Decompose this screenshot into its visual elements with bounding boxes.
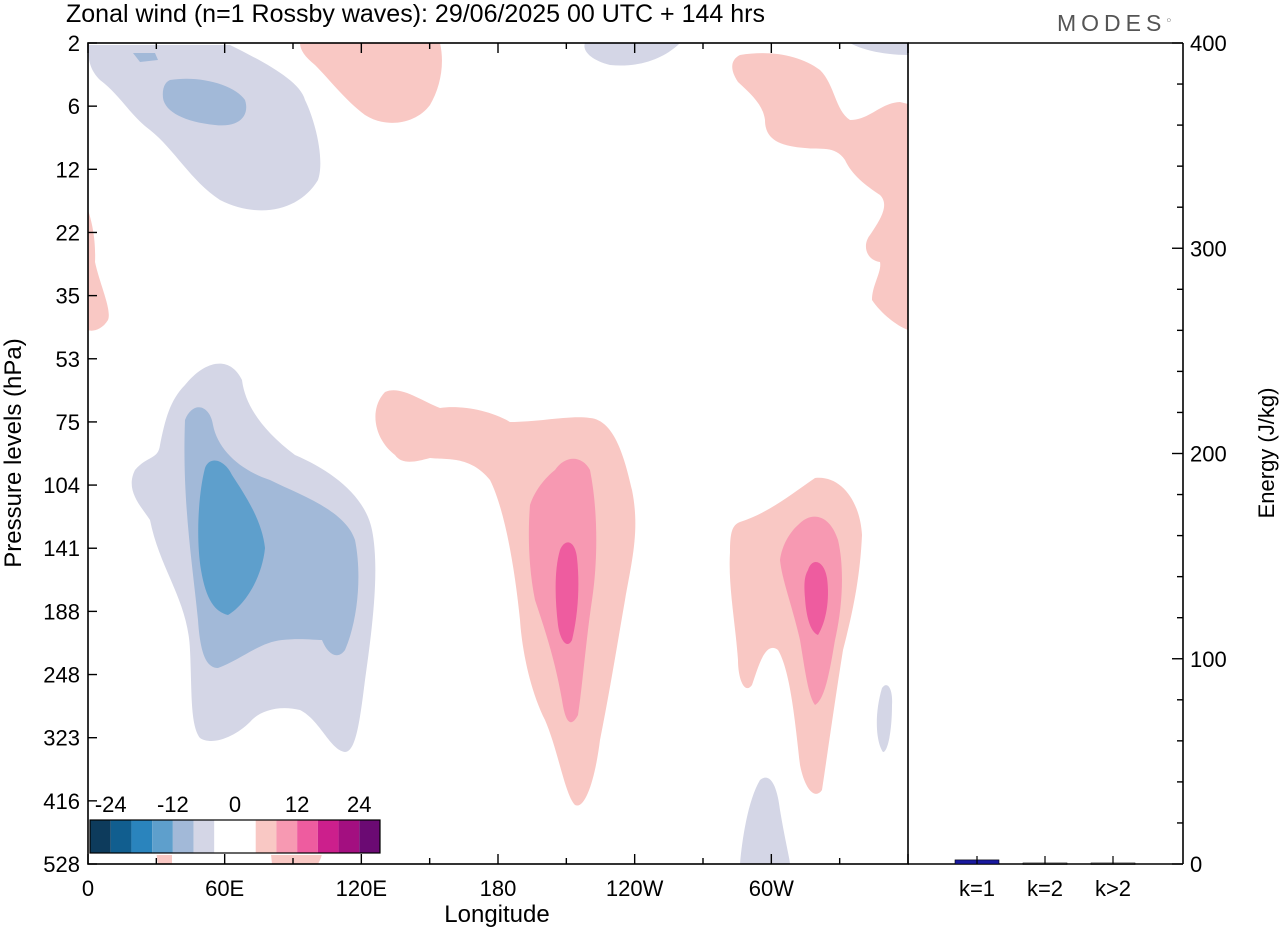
colorbar-label: 12 bbox=[285, 792, 309, 817]
y-tick-label: 35 bbox=[56, 284, 80, 309]
contour-negative-upper-left bbox=[88, 45, 321, 211]
colorbar-swatch bbox=[255, 820, 277, 853]
contour-negative-tiny bbox=[133, 53, 158, 62]
y-tick-label: 323 bbox=[43, 726, 80, 751]
colorbar-swatch bbox=[338, 820, 360, 853]
y-tick-label: 188 bbox=[43, 599, 80, 624]
y-axis-label: Pressure levels (hPa) bbox=[0, 338, 27, 567]
energy-axis-ticks: 0 100 200 300 400 bbox=[1172, 31, 1227, 877]
x-tick-label: 180 bbox=[480, 876, 517, 901]
y-tick-label: 141 bbox=[43, 536, 80, 561]
contour-negative-upper-left-inner bbox=[162, 78, 247, 126]
colorbar-swatch bbox=[90, 820, 111, 853]
y-tick-label: 416 bbox=[43, 789, 80, 814]
contour-positive-right-core bbox=[804, 562, 828, 635]
y-tick-label: 75 bbox=[56, 410, 80, 435]
y-tick-label: 12 bbox=[56, 157, 80, 182]
colorbar-swatch bbox=[131, 820, 153, 853]
contour-positive-right bbox=[729, 477, 862, 794]
x-axis-label: Longitude bbox=[444, 901, 549, 928]
colorbar-swatch bbox=[172, 820, 194, 853]
contour-field bbox=[88, 43, 908, 864]
y-tick-label: 248 bbox=[43, 663, 80, 688]
x-tick-label: 60E bbox=[205, 876, 244, 901]
y-tick-label: 22 bbox=[56, 220, 80, 245]
x-tick-label: 120E bbox=[336, 876, 387, 901]
y-tick-label: 53 bbox=[56, 347, 80, 372]
energy-tick-label: 200 bbox=[1190, 442, 1227, 467]
y-axis-ticks: 2 6 12 22 35 53 75 104 141 188 248 323 416 528 bbox=[43, 31, 97, 877]
colorbar-swatch bbox=[317, 820, 339, 853]
x-axis-ticks: 0 60E 120E 180 120W 60W bbox=[82, 43, 909, 901]
colorbar-frame bbox=[89, 819, 381, 854]
contour-positive-middle bbox=[375, 390, 636, 806]
colorbar-swatch bbox=[276, 820, 298, 853]
y-tick-label: 528 bbox=[43, 852, 80, 877]
colorbar-label: -12 bbox=[157, 792, 189, 817]
contour-negative-top-right bbox=[850, 43, 908, 55]
contour-negative-main-core bbox=[198, 460, 265, 615]
x-tick-label: 0 bbox=[82, 876, 94, 901]
colorbar-swatch bbox=[214, 820, 235, 853]
energy-axis-label: Energy (J/kg) bbox=[1254, 388, 1279, 519]
x-tick-label: 120W bbox=[606, 876, 664, 901]
colorbar-swatch bbox=[297, 820, 318, 853]
chart-title: Zonal wind (n=1 Rossby waves): 29/06/202… bbox=[66, 0, 765, 28]
colorbar-label: 24 bbox=[347, 792, 371, 817]
x-tick-label: 60W bbox=[749, 876, 794, 901]
contour-negative-bottom bbox=[740, 777, 790, 864]
y-tick-label: 2 bbox=[68, 31, 80, 56]
energy-category-label: k=2 bbox=[1027, 876, 1063, 901]
colorbar-swatch bbox=[359, 820, 380, 853]
colorbar: -24 -12 0 12 24 bbox=[88, 784, 382, 855]
colorbar-swatch bbox=[193, 820, 215, 853]
energy-category-label: k>2 bbox=[1095, 876, 1131, 901]
contour-positive-middle-core bbox=[555, 542, 579, 645]
contour-positive-left-edge bbox=[88, 210, 109, 331]
energy-bars: k=1 k=2 k>2 bbox=[954, 856, 1136, 901]
energy-tick-label: 100 bbox=[1190, 647, 1227, 672]
energy-tick-label: 400 bbox=[1190, 31, 1227, 56]
energy-category-label: k=1 bbox=[959, 876, 995, 901]
brand-logo: MODES○ bbox=[1057, 10, 1172, 36]
y-tick-label: 6 bbox=[68, 94, 80, 119]
colorbar-label: 0 bbox=[229, 792, 241, 817]
colorbar-swatch bbox=[110, 820, 132, 853]
colorbar-label: -24 bbox=[95, 792, 127, 817]
energy-tick-label: 0 bbox=[1190, 852, 1202, 877]
colorbar-swatch bbox=[235, 820, 256, 853]
colorbar-swatch bbox=[152, 820, 173, 853]
contour-positive-top bbox=[300, 43, 442, 123]
energy-tick-label: 300 bbox=[1190, 236, 1227, 261]
y-tick-label: 104 bbox=[43, 473, 80, 498]
contour-negative-small-right bbox=[876, 685, 893, 752]
contour-negative-top-center bbox=[584, 43, 680, 66]
contour-positive-upper-right bbox=[732, 53, 908, 330]
